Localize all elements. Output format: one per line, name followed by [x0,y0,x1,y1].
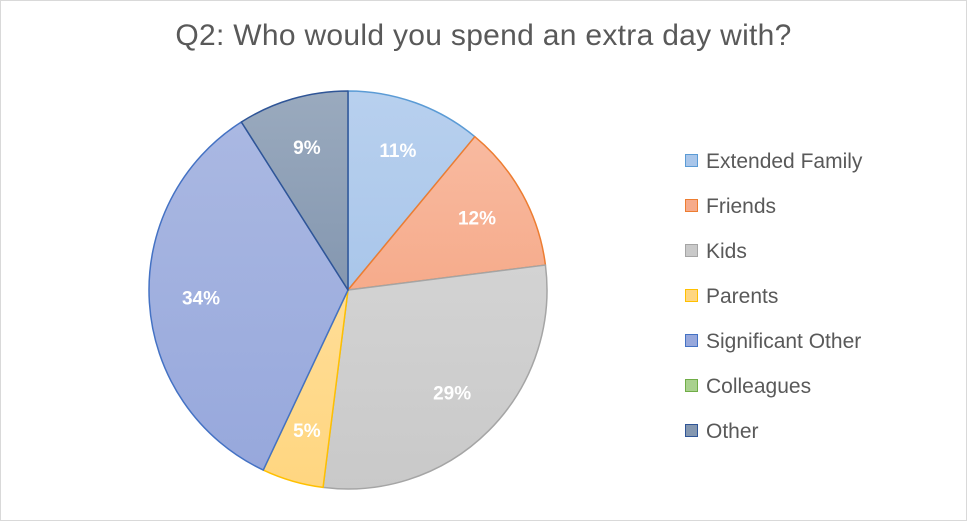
legend-swatch-parents [685,288,698,302]
legend-swatch-friends [685,198,698,212]
legend-item-other: Other [685,416,862,461]
pie-slice-significant-other [148,121,349,471]
pie-slice-kids [322,264,548,490]
legend-label-kids: Kids [706,240,747,263]
data-label-parents: 5% [293,421,321,442]
pie-slice-friends [347,135,547,291]
legend-item-parents: Parents [685,281,862,326]
legend-item-colleagues: Colleagues [685,371,862,416]
legend-swatch-kids [685,243,698,257]
legend: Extended Family Friends Kids Parents Signifi… [685,146,862,461]
data-label-friends: 12% [458,209,496,230]
data-label-other: 9% [293,138,321,159]
pie-slice-extended-family [347,90,476,291]
legend-item-friends: Friends [685,191,862,236]
chart-title: Q2: Who would you spend an extra day wit… [175,19,792,52]
data-label-extended-family: 11% [379,141,416,162]
legend-item-significant-other: Significant Other [685,326,862,371]
data-label-significant-other: 34% [182,289,220,310]
pie-slices [148,90,548,490]
legend-swatch-colleagues [685,378,698,392]
data-label-kids: 29% [433,384,471,405]
legend-label-friends: Friends [706,195,777,218]
legend-item-kids: Kids [685,236,862,281]
legend-swatch-extended-family [685,153,698,167]
legend-label-parents: Parents [706,285,779,308]
legend-label-colleagues: Colleagues [706,375,812,398]
legend-label-other: Other [706,420,759,443]
pie-slice-other [240,90,349,291]
legend-label-extended-family: Extended Family [706,150,863,173]
legend-label-significant-other: Significant Other [706,330,862,353]
legend-item-extended-family: Extended Family [685,146,862,191]
legend-swatch-other [685,423,698,437]
legend-swatch-significant-other [685,333,698,347]
pie-labels: 11% 12% 29% 5% 34% 9% [182,138,496,442]
